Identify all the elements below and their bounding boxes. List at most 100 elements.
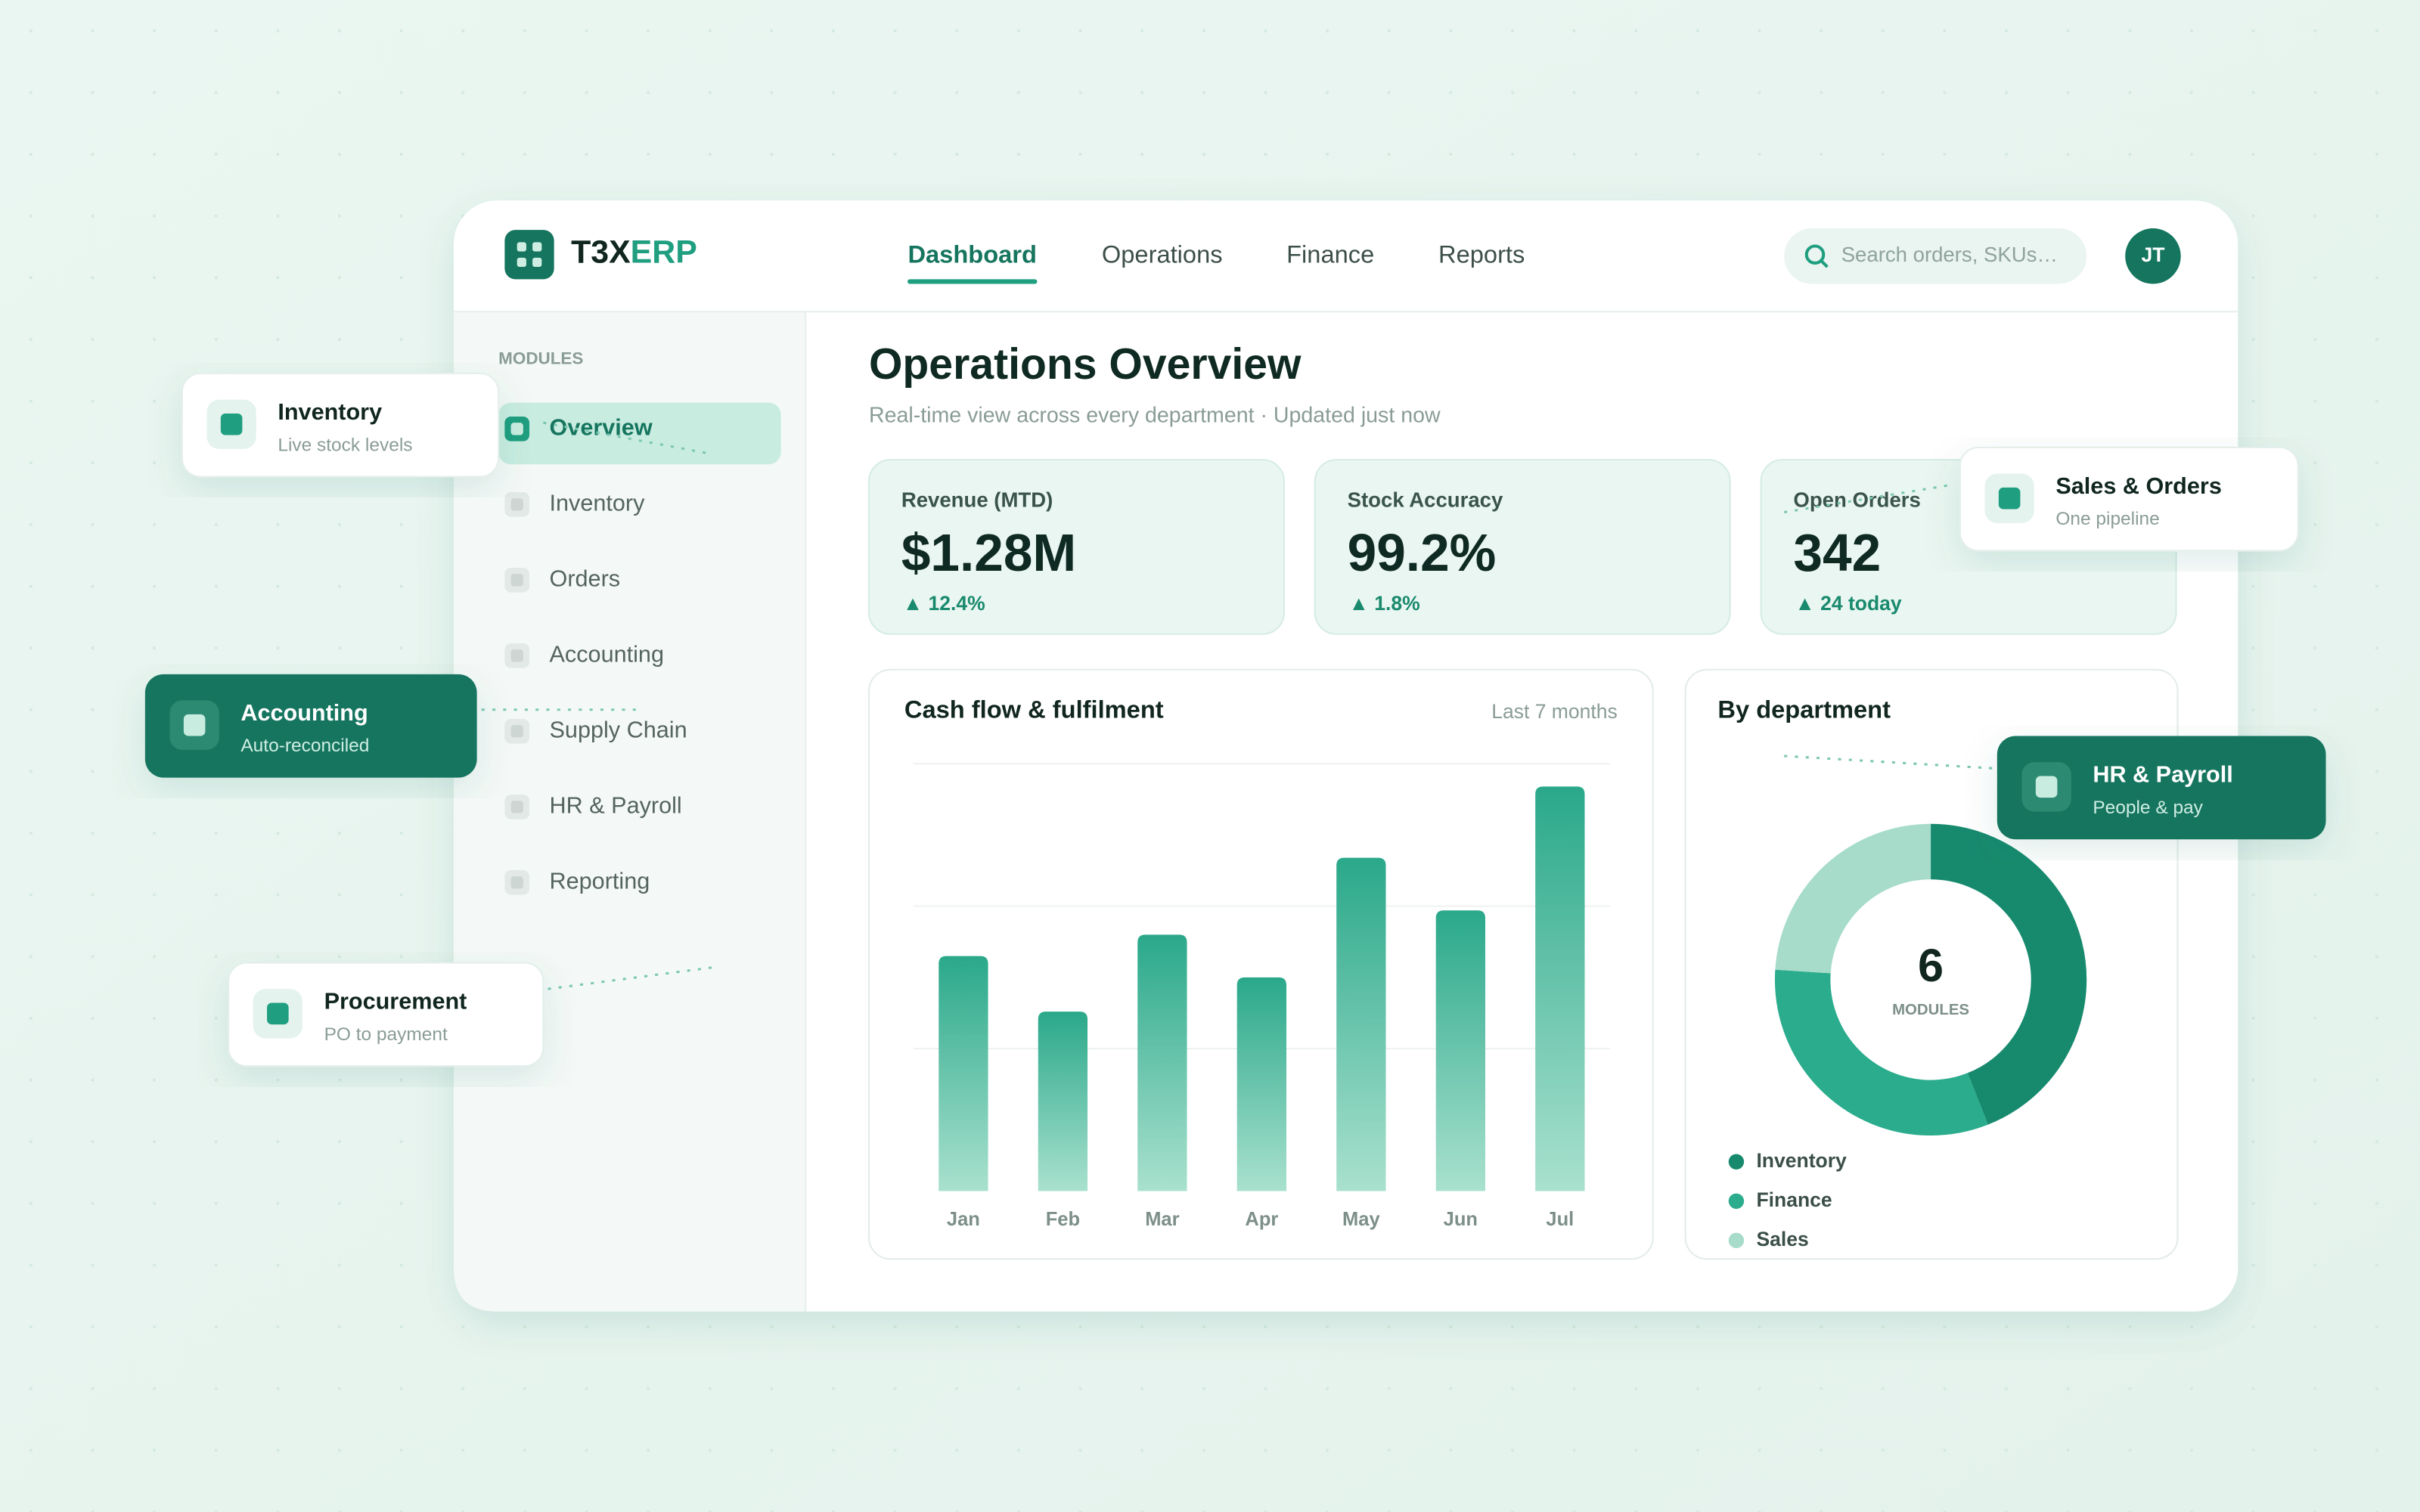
sidebar-icon-inner bbox=[510, 725, 523, 738]
floating-card-icon-inner bbox=[220, 413, 243, 435]
chart-subtitle: Last 7 months bbox=[1491, 700, 1618, 723]
x-tick-label: Jul bbox=[1546, 1209, 1574, 1230]
bar bbox=[1038, 1012, 1088, 1191]
bar bbox=[1236, 977, 1287, 1191]
brand: T3XERP bbox=[571, 234, 697, 271]
bar-chart: Jan Feb Mar Apr May Jun Jul bbox=[914, 763, 1610, 1230]
kpi-value: $1.28M bbox=[901, 523, 1076, 582]
floating-card bbox=[1959, 446, 2299, 552]
kpi-label: Stock Accuracy bbox=[1348, 488, 1503, 512]
floating-card-title: Procurement bbox=[324, 989, 467, 1015]
bar bbox=[939, 956, 988, 1191]
x-tick-label: Jun bbox=[1444, 1209, 1478, 1230]
donut-segment bbox=[1774, 823, 2087, 1136]
sidebar-menu: OverviewInventoryOrdersAccountingSupply … bbox=[498, 402, 781, 895]
legend-label: Finance bbox=[1756, 1188, 1832, 1211]
search-placeholder: Search orders, SKUs… bbox=[1841, 243, 2058, 266]
floating-card bbox=[181, 372, 500, 478]
floating-card-title: Accounting bbox=[240, 700, 368, 726]
kpi-delta: ▲ 12.4% bbox=[903, 592, 985, 615]
sidebar-icon-inner bbox=[510, 498, 523, 511]
floating-card-subtitle: People & pay bbox=[2093, 798, 2203, 818]
legend-swatch bbox=[1728, 1232, 1745, 1249]
logo-grid bbox=[517, 242, 542, 268]
floating-card bbox=[1996, 736, 2326, 840]
nav-underline bbox=[908, 279, 1038, 284]
avatar-initials: JT bbox=[2141, 243, 2164, 266]
floating-card-icon-inner bbox=[2035, 776, 2058, 798]
brand-part: T3X bbox=[571, 234, 631, 271]
sidebar-icon-inner bbox=[510, 649, 523, 662]
legend-swatch bbox=[1728, 1154, 1745, 1170]
kpi-value: 99.2% bbox=[1348, 523, 1497, 582]
sidebar-active-bg bbox=[498, 402, 781, 465]
kpi-delta: ▲ 24 today bbox=[1795, 592, 1901, 615]
sidebar-heading: MODULES bbox=[498, 349, 583, 367]
kpi-card bbox=[1314, 459, 1731, 635]
legend-label: Inventory bbox=[1756, 1149, 1847, 1172]
logo-icon[interactable] bbox=[504, 230, 554, 280]
floating-card-subtitle: Live stock levels bbox=[278, 435, 412, 455]
brand-part: ERP bbox=[631, 234, 697, 271]
bar bbox=[1137, 934, 1187, 1191]
donut-segment bbox=[1774, 823, 2087, 1136]
floating-card bbox=[228, 962, 544, 1067]
floating-card-icon-inner bbox=[183, 714, 206, 736]
legend-label: Sales bbox=[1756, 1228, 1808, 1250]
floating-card-title: HR & Payroll bbox=[2093, 762, 2232, 788]
floating-card-subtitle: One pipeline bbox=[2055, 509, 2159, 529]
page-subtitle: Real-time view across every department ·… bbox=[869, 404, 1441, 428]
sidebar-icon-inner bbox=[510, 801, 523, 813]
sidebar-item[interactable]: Orders bbox=[550, 565, 621, 591]
sidebar-icon-inner bbox=[510, 876, 523, 889]
donut-chart: Inventory Finance Sales bbox=[1728, 823, 2087, 1250]
kpi-value: 342 bbox=[1793, 523, 1881, 582]
top-nav: Dashboard Operations Finance Reports bbox=[908, 240, 1525, 284]
sidebar-item[interactable]: Supply Chain bbox=[550, 717, 687, 742]
floating-card-subtitle: PO to payment bbox=[324, 1024, 448, 1045]
sidebar-bg bbox=[454, 311, 806, 1312]
kpi-label: Open Orders bbox=[1793, 488, 1920, 512]
bar bbox=[1535, 786, 1585, 1191]
x-tick-label: Jan bbox=[947, 1209, 980, 1230]
donut-center-value: 6 bbox=[1918, 940, 1944, 991]
sidebar-item[interactable]: HR & Payroll bbox=[550, 792, 682, 818]
avatar[interactable] bbox=[2125, 228, 2181, 284]
floating-card-title: Inventory bbox=[278, 399, 382, 425]
sidebar-item[interactable]: Reporting bbox=[550, 868, 650, 894]
connectors bbox=[481, 421, 1994, 990]
sidebar-icon-inner bbox=[510, 423, 523, 435]
nav-item[interactable]: Operations bbox=[1102, 240, 1223, 268]
floating-card-icon-inner bbox=[1998, 487, 2021, 510]
bar bbox=[1336, 857, 1386, 1191]
kpi-label: Revenue (MTD) bbox=[901, 488, 1053, 512]
kpi-delta: ▲ 1.8% bbox=[1349, 592, 1420, 615]
bar bbox=[1435, 910, 1485, 1191]
nav-item[interactable]: Dashboard bbox=[908, 240, 1037, 268]
floating-cards: Inventory Live stock levels Accounting Auto… bbox=[144, 372, 2326, 1067]
sidebar-item[interactable]: Inventory bbox=[550, 490, 646, 516]
x-tick-label: Mar bbox=[1145, 1209, 1179, 1230]
x-tick-label: May bbox=[1342, 1209, 1380, 1230]
search-box[interactable] bbox=[1784, 228, 2087, 284]
legend-swatch bbox=[1728, 1193, 1745, 1209]
kpi-card bbox=[867, 459, 1285, 635]
donut-center-label: MODULES bbox=[1892, 1002, 1969, 1018]
floating-card-title: Sales & Orders bbox=[2055, 473, 2221, 499]
sidebar-item[interactable]: Accounting bbox=[550, 641, 664, 667]
page-title: Operations Overview bbox=[869, 340, 1302, 389]
floating-card-subtitle: Auto-reconciled bbox=[240, 736, 369, 756]
sidebar-icon-inner bbox=[510, 574, 523, 587]
nav-item[interactable]: Finance bbox=[1286, 240, 1374, 268]
nav-item[interactable]: Reports bbox=[1438, 240, 1525, 268]
floating-card-icon-inner bbox=[267, 1002, 289, 1025]
chart-title: Cash flow & fulfilment bbox=[904, 695, 1164, 723]
search-icon bbox=[1804, 244, 1826, 265]
search-icon-handle bbox=[1820, 259, 1829, 268]
floating-card bbox=[144, 674, 477, 778]
x-tick-label: Apr bbox=[1245, 1209, 1278, 1230]
x-tick-label: Feb bbox=[1046, 1209, 1080, 1230]
donut-title: By department bbox=[1717, 695, 1891, 723]
